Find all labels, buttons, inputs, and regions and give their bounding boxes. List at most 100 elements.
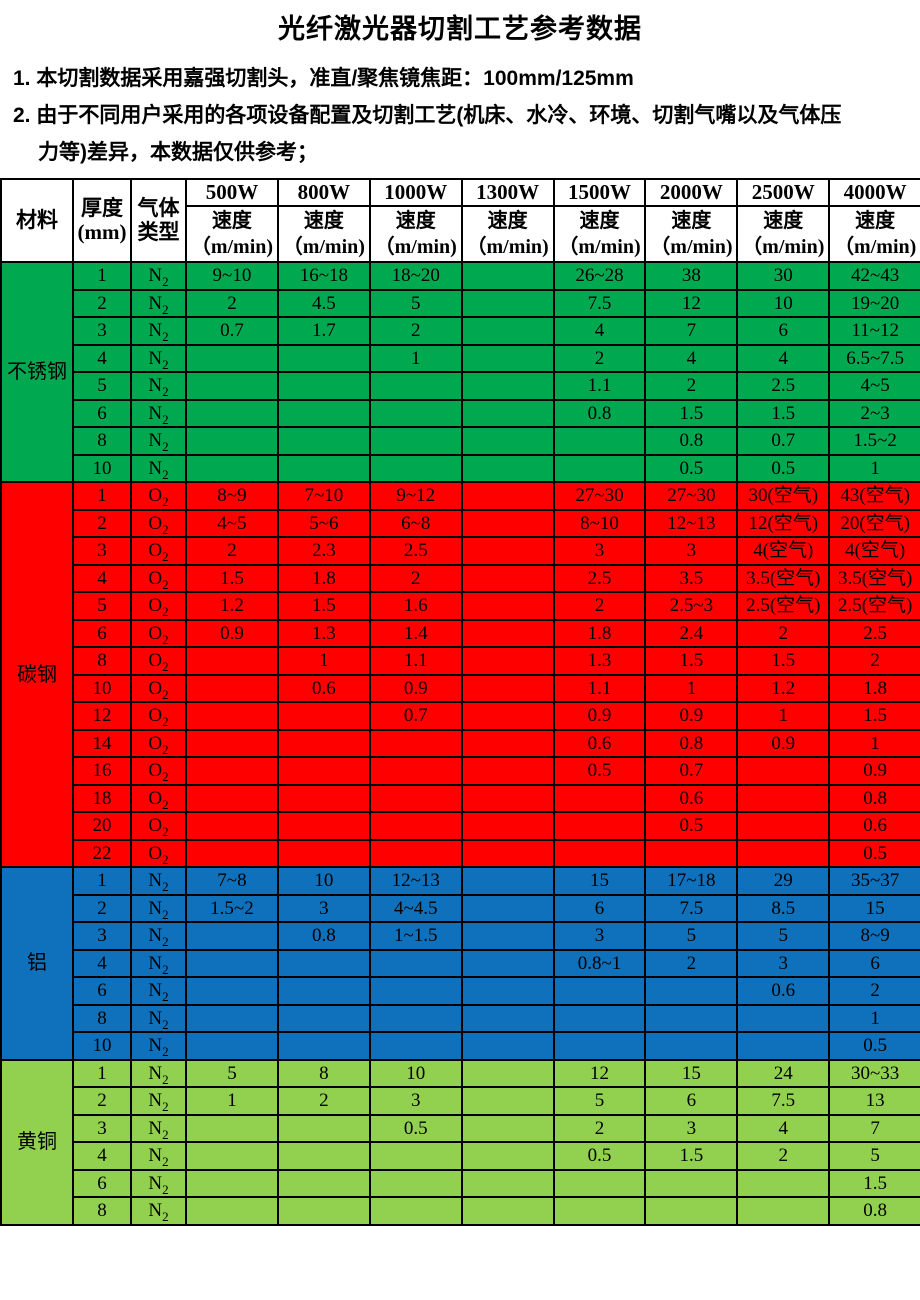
speed-cell: 6.5~7.5 — [828, 343, 920, 373]
speed-cell: 2 — [552, 343, 647, 373]
speed-cell: 2.5(空气) — [828, 591, 920, 621]
speed-cell — [276, 838, 371, 868]
speed-cell: 27~30 — [552, 481, 647, 511]
speed-cell — [276, 976, 371, 1006]
table-row-aluminum-3: 3 N2 0.8 1~1.5 3 5 5 8~9 — [1, 921, 920, 951]
speed-cell: 27~30 — [644, 481, 739, 511]
speed-cell: 0.9 — [552, 701, 647, 731]
speed-cell: 1.5 — [828, 701, 920, 731]
table-row-carbon-12: 12 O2 0.7 0.9 0.9 1 1.5 — [1, 701, 920, 731]
material-cell-aluminum: 铝 — [0, 866, 74, 1061]
speed-cell: 7~8 — [185, 866, 279, 896]
gas-cell: O2 — [130, 618, 187, 648]
speed-cell: 0.5 — [644, 811, 739, 841]
gas-cell: N2 — [130, 426, 187, 456]
speed-cell — [460, 536, 555, 566]
speed-cell — [460, 728, 555, 758]
speed-cell: 1.8 — [828, 673, 920, 703]
gas-cell: N2 — [130, 261, 187, 291]
speed-cell: 2.5(空气) — [736, 591, 831, 621]
speed-cell: 3 — [644, 1113, 739, 1143]
speed-cell: 0.5 — [552, 756, 647, 786]
gas-cell: N2 — [130, 316, 187, 346]
speed-cell — [185, 1113, 279, 1143]
thickness-cell: 3 — [72, 1113, 132, 1143]
table-row-carbon-4: 4 O2 1.5 1.8 2 2.5 3.5 3.5(空气) 3.5(空气) — [1, 563, 920, 593]
gas-cell: O2 — [130, 756, 187, 786]
gas-cell: O2 — [130, 811, 187, 841]
gas-cell: N2 — [130, 1141, 187, 1171]
speed-cell — [552, 1196, 647, 1226]
speed-cell — [368, 1003, 463, 1033]
speed-cell: 1 — [828, 728, 920, 758]
speed-cell: 2.5 — [552, 563, 647, 593]
speed-cell — [736, 783, 831, 813]
header-speed-unit-6: 速度 （m/min) — [736, 205, 831, 263]
speed-cell: 4~4.5 — [368, 893, 463, 923]
material-cell-stainless: 不锈钢 — [0, 261, 74, 483]
speed-cell: 0.6 — [828, 811, 920, 841]
speed-cell: 6 — [736, 316, 831, 346]
speed-cell — [276, 398, 371, 428]
speed-cell: 2.5 — [736, 371, 831, 401]
speed-cell — [736, 1003, 831, 1033]
thickness-cell: 4 — [72, 1141, 132, 1171]
speed-cell: 8.5 — [736, 893, 831, 923]
speed-cell: 1.4 — [368, 618, 463, 648]
speed-cell — [185, 728, 279, 758]
speed-cell: 1 — [276, 646, 371, 676]
table-row-stainless-10: 10 N2 0.5 0.5 1 — [1, 453, 920, 483]
speed-cell: 7 — [644, 316, 739, 346]
speed-cell: 2.5 — [828, 618, 920, 648]
speed-cell: 0.6 — [736, 976, 831, 1006]
speed-cell: 5 — [736, 921, 831, 951]
speed-cell — [276, 1141, 371, 1171]
speed-cell — [460, 343, 555, 373]
speed-cell — [460, 756, 555, 786]
header-speed-unit-3: 速度 （m/min) — [460, 205, 555, 263]
note-line-2: 2. 由于不同用户采用的各项设备配置及切割工艺(机床、水冷、环境、切割气嘴以及气… — [13, 104, 842, 127]
gas-cell: O2 — [130, 591, 187, 621]
thickness-cell: 8 — [72, 426, 132, 456]
speed-cell: 7.5 — [736, 1086, 831, 1116]
speed-cell: 0.6 — [644, 783, 739, 813]
header-power-4000w: 4000W — [828, 178, 920, 207]
gas-cell: O2 — [130, 838, 187, 868]
speed-cell — [185, 646, 279, 676]
speed-cell: 42~43 — [828, 261, 920, 291]
speed-cell — [185, 426, 279, 456]
speed-cell: 43(空气) — [828, 481, 920, 511]
table-row-aluminum-8: 8 N2 1 — [1, 1003, 920, 1033]
speed-cell: 5 — [368, 288, 463, 318]
speed-cell: 26~28 — [552, 261, 647, 291]
thickness-cell: 8 — [72, 646, 132, 676]
gas-cell: O2 — [130, 783, 187, 813]
speed-cell: 0.8 — [828, 783, 920, 813]
speed-cell — [736, 1168, 831, 1198]
speed-cell — [276, 701, 371, 731]
speed-cell: 8 — [276, 1058, 371, 1088]
speed-cell — [368, 426, 463, 456]
thickness-cell: 6 — [72, 398, 132, 428]
speed-cell: 8~9 — [185, 481, 279, 511]
speed-cell — [460, 1141, 555, 1171]
speed-cell: 7~10 — [276, 481, 371, 511]
table-row-brass-4: 4 N2 0.5 1.5 2 5 — [1, 1141, 920, 1171]
header-power-800w: 800W — [276, 178, 371, 207]
thickness-cell: 2 — [72, 893, 132, 923]
thickness-cell: 2 — [72, 1086, 132, 1116]
speed-cell: 13 — [828, 1086, 920, 1116]
speed-cell: 5~6 — [276, 508, 371, 538]
speed-cell — [552, 426, 647, 456]
speed-cell: 0.7 — [736, 426, 831, 456]
table-row-carbon-1: 碳钢 1 O2 8~9 7~10 9~12 27~30 27~30 30(空气) 43(空气) — [0, 481, 920, 868]
speed-cell: 0.8 — [644, 728, 739, 758]
speed-cell: 11~12 — [828, 316, 920, 346]
table-row-carbon-6: 6 O2 0.9 1.3 1.4 1.8 2.4 2 2.5 — [1, 618, 920, 648]
table-row-carbon-3: 3 O2 2 2.3 2.5 3 3 4(空气) 4(空气) — [1, 536, 920, 566]
speed-cell: 0.7 — [368, 701, 463, 731]
speed-cell: 0.9 — [644, 701, 739, 731]
gas-cell: O2 — [130, 701, 187, 731]
speed-cell: 1 — [185, 1086, 279, 1116]
speed-cell: 4~5 — [828, 371, 920, 401]
